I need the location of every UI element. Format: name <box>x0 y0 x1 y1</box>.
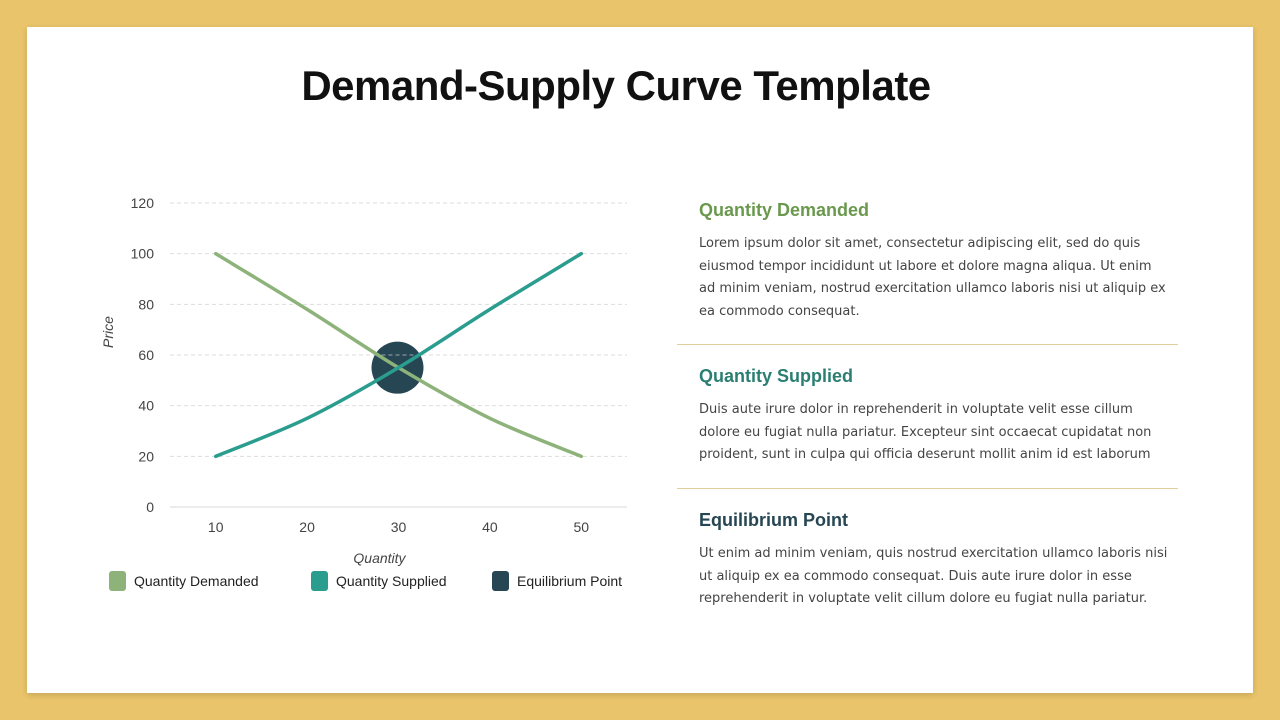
info-panel: Quantity Demanded Lorem ipsum dolor sit … <box>677 170 1178 629</box>
x-tick-label: 10 <box>208 519 224 535</box>
y-tick-label: 20 <box>138 448 154 464</box>
chart-legend: Quantity Demanded Quantity Supplied Equi… <box>82 571 622 591</box>
section-heading-demanded: Quantity Demanded <box>699 200 870 220</box>
y-tick-label: 40 <box>138 398 154 414</box>
section-heading-equilibrium: Equilibrium Point <box>699 510 848 530</box>
legend-item-demanded: Quantity Demanded <box>109 571 259 591</box>
slide-card <box>27 27 1253 693</box>
section-quantity-demanded: Quantity Demanded Lorem ipsum dolor sit … <box>677 170 1178 344</box>
section-divider <box>677 344 1178 345</box>
x-tick-label: 50 <box>574 519 590 535</box>
section-body-demanded: Lorem ipsum dolor sit amet, consectetur … <box>699 236 1166 320</box>
legend-label-demanded: Quantity Demanded <box>134 573 259 589</box>
section-body-supplied: Duis aute irure dolor in reprehenderit i… <box>699 402 1152 463</box>
legend-item-supplied: Quantity Supplied <box>311 571 447 591</box>
x-tick-label: 20 <box>299 519 315 535</box>
y-tick-label: 60 <box>138 347 154 363</box>
y-tick-label: 120 <box>131 195 155 211</box>
legend-label-equilibrium: Equilibrium Point <box>517 573 623 589</box>
legend-swatch-equilibrium <box>492 571 509 591</box>
quantity-supplied-line <box>213 251 584 459</box>
demand-supply-chart: 0 20 40 60 80 100 120 10 20 30 40 50 Quantity Price <box>60 160 640 580</box>
section-equilibrium-point: Equilibrium Point Ut enim ad minim venia… <box>677 489 1178 629</box>
section-heading-supplied: Quantity Supplied <box>699 366 854 386</box>
x-axis-title: Quantity <box>353 550 406 566</box>
section-divider <box>677 488 1178 489</box>
legend-swatch-demanded <box>109 571 126 591</box>
y-axis-title: Price <box>100 316 116 348</box>
slide-title: Demand-Supply Curve Template <box>301 62 931 109</box>
section-quantity-supplied: Quantity Supplied Duis aute irure dolor … <box>677 345 1178 488</box>
y-tick-label: 100 <box>131 246 155 262</box>
y-tick-label: 0 <box>146 499 154 515</box>
y-tick-label: 80 <box>138 296 154 312</box>
legend-label-supplied: Quantity Supplied <box>336 573 447 589</box>
legend-item-equilibrium: Equilibrium Point <box>492 571 622 591</box>
section-body-equilibrium: Ut enim ad minim veniam, quis nostrud ex… <box>699 546 1168 607</box>
legend-swatch-supplied <box>311 571 328 591</box>
chart-svg: 0 20 40 60 80 100 120 10 20 30 40 50 Quantity Price <box>100 195 627 566</box>
x-tick-label: 40 <box>482 519 498 535</box>
x-tick-label: 30 <box>391 519 407 535</box>
